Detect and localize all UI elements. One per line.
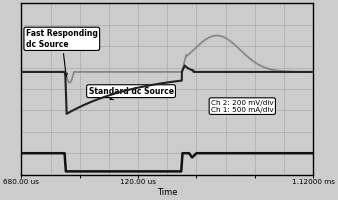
Text: Ch 2: 200 mV/div
Ch 1: 500 mA/div: Ch 2: 200 mV/div Ch 1: 500 mA/div [211, 100, 273, 113]
Text: Standard dc Source: Standard dc Source [89, 87, 173, 100]
Text: Fast Responding
dc Source: Fast Responding dc Source [26, 29, 98, 76]
X-axis label: Time: Time [157, 188, 177, 197]
